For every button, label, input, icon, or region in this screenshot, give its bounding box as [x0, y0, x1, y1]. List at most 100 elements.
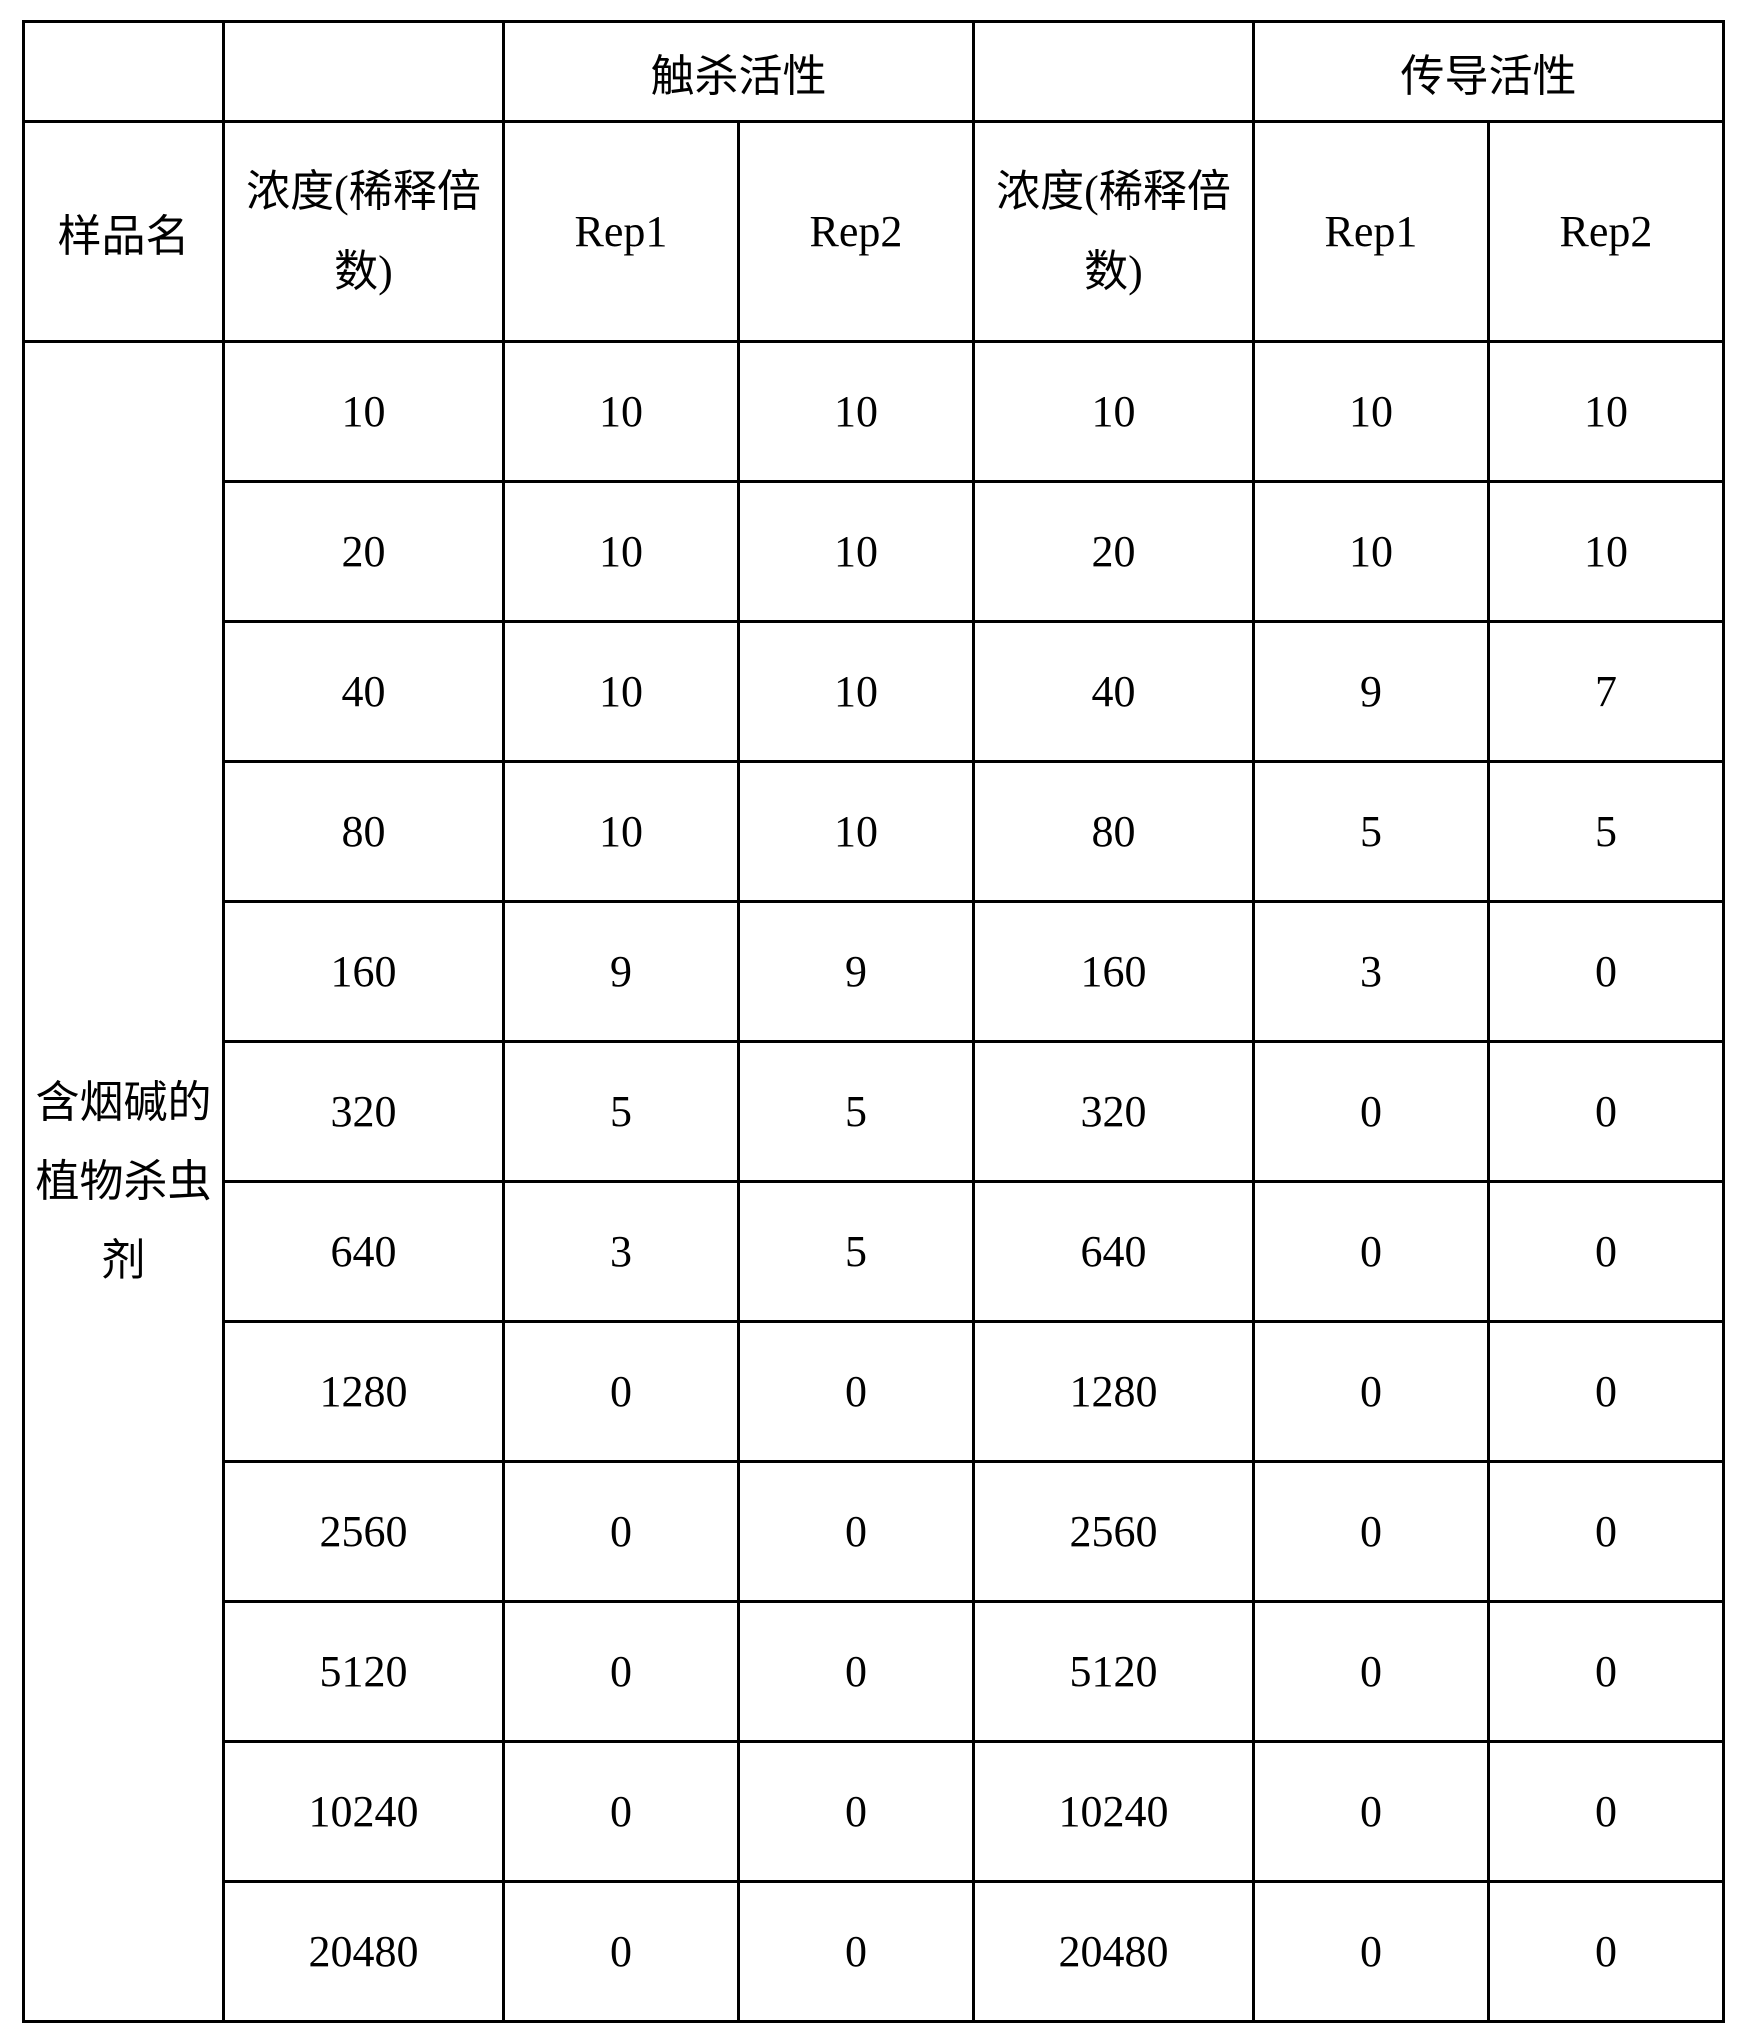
- cell-conc2: 20: [974, 482, 1254, 622]
- cell-c-rep1: 0: [504, 1602, 739, 1742]
- table-row: 含烟碱的植物杀虫剂 10 10 10 10 10 10: [24, 342, 1724, 482]
- cell-conc2: 160: [974, 902, 1254, 1042]
- cell-s-rep1: 0: [1254, 1182, 1489, 1322]
- cell-s-rep1: 0: [1254, 1042, 1489, 1182]
- cell-conc2: 5120: [974, 1602, 1254, 1742]
- table-body: 含烟碱的植物杀虫剂 10 10 10 10 10 10 20 10 10 20 …: [24, 342, 1724, 2022]
- cell-c-rep1: 10: [504, 342, 739, 482]
- cell-c-rep2: 5: [739, 1182, 974, 1322]
- cell-c-rep1: 10: [504, 762, 739, 902]
- cell-s-rep2: 0: [1489, 1742, 1724, 1882]
- cell-conc2: 640: [974, 1182, 1254, 1322]
- cell-conc1: 20: [224, 482, 504, 622]
- cell-c-rep1: 0: [504, 1882, 739, 2022]
- cell-s-rep1: 0: [1254, 1462, 1489, 1602]
- cell-conc1: 2560: [224, 1462, 504, 1602]
- cell-c-rep2: 0: [739, 1742, 974, 1882]
- cell-conc2: 20480: [974, 1882, 1254, 2022]
- cell-c-rep2: 0: [739, 1462, 974, 1602]
- header-systemic-rep2: Rep2: [1489, 122, 1724, 342]
- cell-c-rep2: 0: [739, 1322, 974, 1462]
- header-concentration-2: 浓度(稀释倍数): [974, 122, 1254, 342]
- cell-s-rep2: 0: [1489, 902, 1724, 1042]
- cell-conc2: 1280: [974, 1322, 1254, 1462]
- cell-s-rep1: 5: [1254, 762, 1489, 902]
- cell-c-rep2: 10: [739, 482, 974, 622]
- table-header-row-2: 样品名 浓度(稀释倍数) Rep1 Rep2 浓度(稀释倍数) Rep1 Rep…: [24, 122, 1724, 342]
- header-contact-activity: 触杀活性: [504, 22, 974, 122]
- cell-s-rep1: 0: [1254, 1742, 1489, 1882]
- cell-c-rep1: 0: [504, 1322, 739, 1462]
- cell-c-rep2: 10: [739, 342, 974, 482]
- cell-conc1: 40: [224, 622, 504, 762]
- header-systemic-activity: 传导活性: [1254, 22, 1724, 122]
- table-row: 160 9 9 160 3 0: [24, 902, 1724, 1042]
- cell-s-rep1: 10: [1254, 482, 1489, 622]
- cell-conc2: 320: [974, 1042, 1254, 1182]
- cell-c-rep2: 5: [739, 1042, 974, 1182]
- table-row: 5120 0 0 5120 0 0: [24, 1602, 1724, 1742]
- cell-conc1: 640: [224, 1182, 504, 1322]
- cell-c-rep1: 10: [504, 482, 739, 622]
- header-contact-rep1: Rep1: [504, 122, 739, 342]
- cell-conc1: 10240: [224, 1742, 504, 1882]
- cell-c-rep2: 10: [739, 762, 974, 902]
- cell-conc2: 2560: [974, 1462, 1254, 1602]
- table-row: 20 10 10 20 10 10: [24, 482, 1724, 622]
- cell-s-rep2: 0: [1489, 1462, 1724, 1602]
- header-empty-1: [24, 22, 224, 122]
- cell-s-rep2: 7: [1489, 622, 1724, 762]
- header-sample-name: 样品名: [24, 122, 224, 342]
- activity-data-table: 触杀活性 传导活性 样品名 浓度(稀释倍数) Rep1 Rep2 浓度(稀释倍数…: [22, 20, 1725, 2023]
- table-row: 1280 0 0 1280 0 0: [24, 1322, 1724, 1462]
- cell-conc2: 10: [974, 342, 1254, 482]
- table-row: 640 3 5 640 0 0: [24, 1182, 1724, 1322]
- cell-s-rep1: 0: [1254, 1322, 1489, 1462]
- header-concentration-1: 浓度(稀释倍数): [224, 122, 504, 342]
- header-systemic-rep1: Rep1: [1254, 122, 1489, 342]
- table-row: 80 10 10 80 5 5: [24, 762, 1724, 902]
- header-contact-rep2: Rep2: [739, 122, 974, 342]
- cell-c-rep2: 10: [739, 622, 974, 762]
- cell-conc1: 320: [224, 1042, 504, 1182]
- cell-c-rep1: 3: [504, 1182, 739, 1322]
- cell-conc1: 1280: [224, 1322, 504, 1462]
- cell-conc2: 10240: [974, 1742, 1254, 1882]
- cell-conc2: 40: [974, 622, 1254, 762]
- cell-c-rep2: 9: [739, 902, 974, 1042]
- cell-s-rep2: 0: [1489, 1322, 1724, 1462]
- cell-s-rep1: 3: [1254, 902, 1489, 1042]
- header-empty-2: [224, 22, 504, 122]
- cell-c-rep1: 10: [504, 622, 739, 762]
- cell-s-rep2: 0: [1489, 1042, 1724, 1182]
- cell-s-rep2: 0: [1489, 1882, 1724, 2022]
- cell-c-rep1: 0: [504, 1742, 739, 1882]
- cell-c-rep2: 0: [739, 1882, 974, 2022]
- cell-conc1: 20480: [224, 1882, 504, 2022]
- table-header-row-1: 触杀活性 传导活性: [24, 22, 1724, 122]
- cell-s-rep1: 0: [1254, 1602, 1489, 1742]
- cell-s-rep2: 10: [1489, 482, 1724, 622]
- data-table-container: 触杀活性 传导活性 样品名 浓度(稀释倍数) Rep1 Rep2 浓度(稀释倍数…: [22, 20, 1722, 2023]
- header-empty-3: [974, 22, 1254, 122]
- table-row: 40 10 10 40 9 7: [24, 622, 1724, 762]
- cell-conc1: 80: [224, 762, 504, 902]
- sample-label-cell: 含烟碱的植物杀虫剂: [24, 342, 224, 2022]
- cell-c-rep2: 0: [739, 1602, 974, 1742]
- table-row: 20480 0 0 20480 0 0: [24, 1882, 1724, 2022]
- cell-conc1: 5120: [224, 1602, 504, 1742]
- cell-s-rep2: 0: [1489, 1602, 1724, 1742]
- table-row: 2560 0 0 2560 0 0: [24, 1462, 1724, 1602]
- cell-s-rep2: 5: [1489, 762, 1724, 902]
- cell-s-rep2: 10: [1489, 342, 1724, 482]
- cell-conc2: 80: [974, 762, 1254, 902]
- cell-conc1: 10: [224, 342, 504, 482]
- cell-s-rep1: 0: [1254, 1882, 1489, 2022]
- cell-s-rep1: 10: [1254, 342, 1489, 482]
- cell-c-rep1: 9: [504, 902, 739, 1042]
- cell-c-rep1: 0: [504, 1462, 739, 1602]
- cell-conc1: 160: [224, 902, 504, 1042]
- cell-s-rep2: 0: [1489, 1182, 1724, 1322]
- cell-s-rep1: 9: [1254, 622, 1489, 762]
- table-row: 320 5 5 320 0 0: [24, 1042, 1724, 1182]
